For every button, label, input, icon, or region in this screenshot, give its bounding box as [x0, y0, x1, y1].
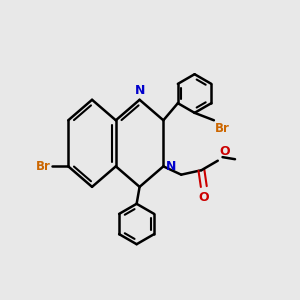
- Text: N: N: [166, 160, 176, 173]
- Text: N: N: [134, 84, 145, 98]
- Text: O: O: [199, 191, 209, 204]
- Text: O: O: [219, 145, 230, 158]
- Text: Br: Br: [36, 160, 51, 173]
- Text: Br: Br: [215, 122, 230, 135]
